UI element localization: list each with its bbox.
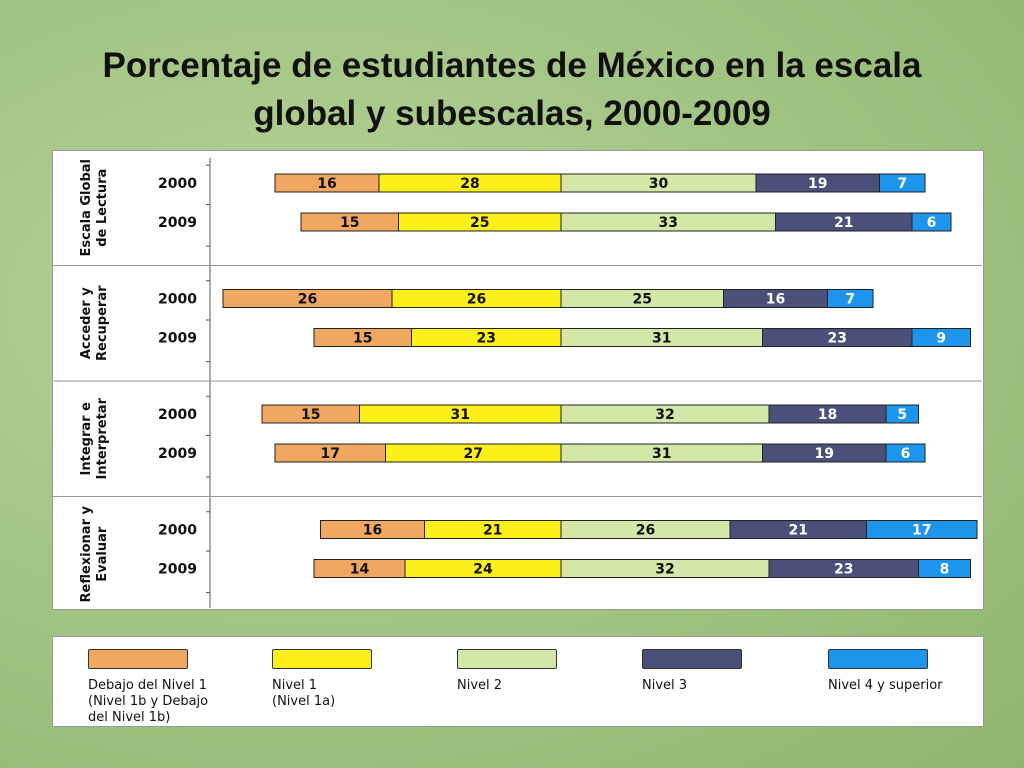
year-label: 2000: [158, 407, 197, 423]
bar-value-label: 25: [470, 215, 489, 231]
group-label: Reflexionar yEvaluar: [79, 505, 110, 602]
bar-segment: [885, 404, 919, 424]
bar-value-label: 30: [649, 176, 669, 192]
legend-item-level-1: Nivel 1 (Nivel 1a): [272, 649, 372, 710]
legend-label: Nivel 2: [457, 678, 503, 693]
bar-value-label: 6: [927, 215, 937, 231]
bar-segment: [911, 212, 952, 232]
bar-value-label: 27: [464, 446, 483, 462]
group-label: Escala Globalde Lectura: [79, 159, 110, 256]
bar-value-label: 16: [766, 292, 785, 308]
stacked-bar-chart: Escala Globalde Lectura 2000 16 28 30 19 7 2009…: [52, 158, 982, 608]
group-label: Acceder yRecuperar: [79, 285, 110, 361]
legend-item-level-2: Nivel 2: [457, 649, 557, 694]
bar-segment: [879, 173, 926, 193]
bar-value-label: 16: [317, 176, 336, 192]
bar-value-label: 23: [834, 562, 853, 578]
bar-value-label: 23: [477, 331, 496, 347]
bar-value-label: 32: [655, 562, 674, 578]
bar-value-label: 31: [451, 407, 470, 423]
bar-value-label: 5: [897, 407, 907, 423]
bar-value-label: 6: [901, 446, 911, 462]
legend-swatch: [828, 649, 928, 669]
year-label: 2000: [158, 523, 197, 539]
bar-value-label: 17: [321, 446, 340, 462]
bar-value-label: 15: [301, 407, 320, 423]
bar-value-label: 31: [652, 446, 671, 462]
bar-value-label: 23: [828, 331, 847, 347]
year-label: 2009: [158, 215, 197, 231]
group-label: Integrar eInterpretar: [79, 397, 110, 479]
bar-value-label: 7: [845, 292, 855, 308]
year-label: 2009: [158, 446, 197, 462]
legend: Debajo del Nivel 1 (Nivel 1b y Debajo de…: [52, 636, 984, 727]
year-label: 2009: [158, 562, 197, 578]
bar-segment: [911, 328, 971, 347]
legend-label: Nivel 3: [642, 678, 688, 693]
year-label: 2000: [158, 176, 197, 192]
bar-value-label: 19: [808, 176, 827, 192]
bar-value-label: 21: [834, 215, 853, 231]
bar-value-label: 24: [473, 562, 493, 578]
bar-value-label: 16: [363, 523, 382, 539]
legend-swatch: [272, 649, 372, 669]
bar-value-label: 33: [659, 215, 678, 231]
legend-item-level-3: Nivel 3: [642, 649, 742, 694]
bar-value-label: 32: [655, 407, 674, 423]
bar-segment: [827, 289, 874, 308]
bar-value-label: 14: [350, 562, 370, 578]
bar-value-label: 31: [652, 331, 671, 347]
bar-value-label: 9: [936, 331, 946, 347]
bar-value-label: 19: [815, 446, 834, 462]
legend-item-level-4-and-above: Nivel 4 y superior: [828, 649, 943, 694]
bar-segment: [918, 559, 971, 578]
bar-value-label: 25: [633, 292, 652, 308]
bar-segment: [885, 443, 926, 463]
year-label: 2009: [158, 331, 197, 347]
bar-value-label: 26: [467, 292, 486, 308]
bar-value-label: 18: [818, 407, 837, 423]
legend-swatch: [642, 649, 742, 669]
bar-value-label: 21: [483, 523, 502, 539]
bar-value-label: 15: [353, 331, 372, 347]
bar-value-label: 26: [298, 292, 317, 308]
bar-value-label: 26: [636, 523, 655, 539]
legend-swatch: [88, 649, 188, 669]
legend-label: Debajo del Nivel 1 (Nivel 1b y Debajo de…: [88, 678, 209, 725]
legend-label: Nivel 4 y superior: [828, 678, 943, 693]
bar-value-label: 7: [897, 176, 907, 192]
bar-value-label: 17: [912, 523, 931, 539]
year-label: 2000: [158, 292, 197, 308]
bar-segment: [866, 520, 978, 539]
legend-item-below-level-1: Debajo del Nivel 1 (Nivel 1b y Debajo de…: [88, 649, 208, 726]
bar-value-label: 28: [460, 176, 479, 192]
slide-title: Porcentaje de estudiantes de México en l…: [102, 46, 922, 133]
legend-swatch: [457, 649, 557, 669]
bar-value-label: 8: [940, 562, 950, 578]
bar-value-label: 15: [340, 215, 359, 231]
bar-value-label: 21: [789, 523, 808, 539]
legend-label: Nivel 1 (Nivel 1a): [272, 678, 336, 709]
